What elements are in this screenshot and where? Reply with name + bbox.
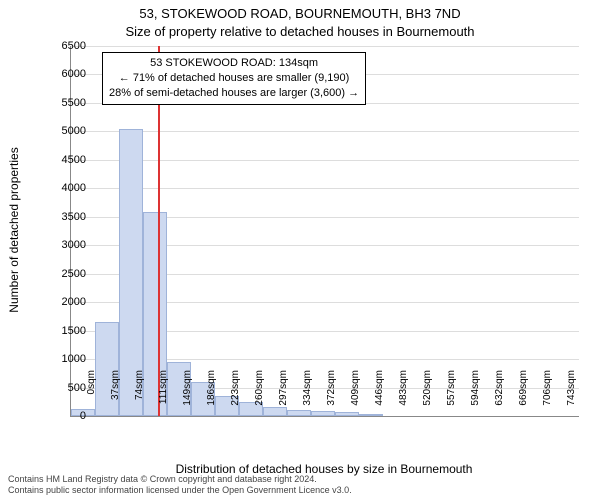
- y-tick-label: 3500: [36, 211, 86, 223]
- chart-title-line2: Size of property relative to detached ho…: [0, 24, 600, 39]
- gridline: [71, 160, 579, 161]
- y-tick-label: 0: [36, 410, 86, 422]
- y-tick-label: 5000: [36, 125, 86, 137]
- annotation-line1: 53 STOKEWOOD ROAD: 134sqm: [109, 56, 359, 71]
- x-tick-label: 111sqm: [158, 370, 169, 420]
- annotation-box: 53 STOKEWOOD ROAD: 134sqm ← 71% of detac…: [102, 52, 366, 105]
- y-tick-label: 6500: [36, 40, 86, 52]
- x-tick-label: 260sqm: [254, 370, 265, 420]
- x-tick-label: 372sqm: [326, 370, 337, 420]
- x-tick-label: 149sqm: [182, 370, 193, 420]
- y-tick-label: 2500: [36, 268, 86, 280]
- y-tick-label: 4500: [36, 154, 86, 166]
- footer-line2: Contains public sector information licen…: [8, 485, 352, 496]
- x-tick-label: 632sqm: [494, 370, 505, 420]
- annotation-line3: 28% of semi-detached houses are larger (…: [109, 86, 359, 101]
- y-tick-label: 4000: [36, 182, 86, 194]
- x-tick-label: 446sqm: [374, 370, 385, 420]
- x-tick-label: 520sqm: [422, 370, 433, 420]
- x-tick-label: 409sqm: [350, 370, 361, 420]
- y-tick-label: 500: [36, 382, 86, 394]
- y-tick-label: 1500: [36, 325, 86, 337]
- chart-title-line1: 53, STOKEWOOD ROAD, BOURNEMOUTH, BH3 7ND: [0, 6, 600, 21]
- x-tick-label: 186sqm: [206, 370, 217, 420]
- y-tick-label: 5500: [36, 97, 86, 109]
- x-tick-label: 669sqm: [518, 370, 529, 420]
- x-tick-label: 297sqm: [278, 370, 289, 420]
- x-tick-label: 0sqm: [86, 370, 97, 420]
- gridline: [71, 46, 579, 47]
- x-tick-label: 223sqm: [230, 370, 241, 420]
- y-tick-label: 6000: [36, 68, 86, 80]
- y-axis-label: Number of detached properties: [7, 147, 21, 312]
- x-tick-label: 743sqm: [566, 370, 577, 420]
- y-tick-label: 2000: [36, 296, 86, 308]
- y-tick-label: 1000: [36, 353, 86, 365]
- y-tick-label: 3000: [36, 239, 86, 251]
- footer-attribution: Contains HM Land Registry data © Crown c…: [8, 474, 352, 497]
- x-tick-label: 37sqm: [110, 370, 121, 420]
- x-tick-label: 557sqm: [446, 370, 457, 420]
- gridline: [71, 188, 579, 189]
- x-tick-label: 706sqm: [542, 370, 553, 420]
- x-tick-label: 483sqm: [398, 370, 409, 420]
- annotation-line2: ← 71% of detached houses are smaller (9,…: [109, 71, 359, 86]
- footer-line1: Contains HM Land Registry data © Crown c…: [8, 474, 352, 485]
- x-tick-label: 74sqm: [134, 370, 145, 420]
- histogram-chart: { "header": { "title_line1": "53, STOKEW…: [0, 0, 600, 500]
- x-tick-label: 594sqm: [470, 370, 481, 420]
- gridline: [71, 131, 579, 132]
- x-tick-label: 334sqm: [302, 370, 313, 420]
